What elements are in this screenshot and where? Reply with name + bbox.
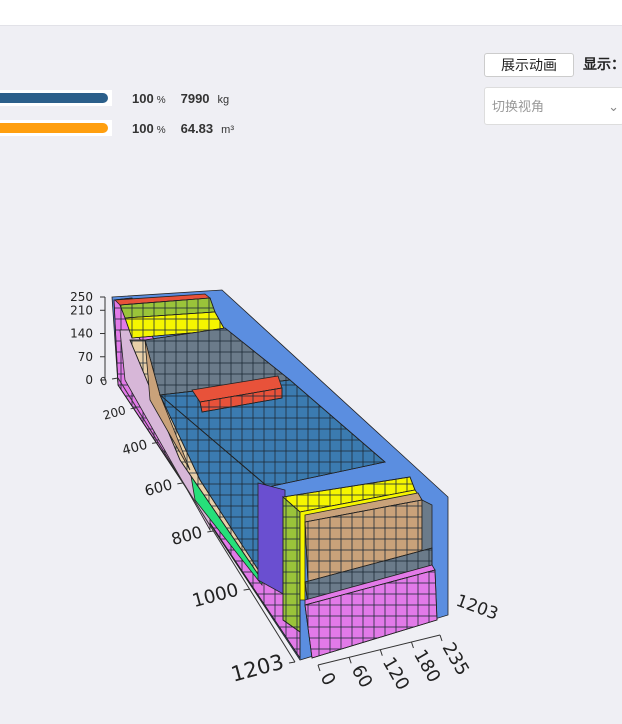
tick-label: 400 (121, 438, 149, 459)
far-length-label: 1203 (453, 591, 500, 625)
weight: 7990 (180, 91, 210, 106)
volume: 64.83 (180, 121, 214, 136)
progress-bar (0, 123, 108, 133)
stat-row: 100% 7990 kg (132, 91, 229, 106)
tick-mark (207, 530, 214, 533)
tick-mark (177, 482, 184, 485)
unit: % (156, 125, 166, 136)
unit: m³ (221, 124, 234, 136)
tick-label: 600 (143, 476, 174, 500)
progress-track (0, 120, 112, 136)
tick-mark (410, 641, 414, 649)
axis-line (117, 377, 296, 663)
tick-label: 1203 (228, 650, 286, 687)
top-bar (0, 0, 622, 26)
tick-mark (317, 664, 321, 672)
tick-label: 0 (85, 373, 93, 387)
tick-label: 70 (78, 350, 93, 364)
tick-label: 120 (378, 654, 413, 694)
chevron: ⌄ (608, 99, 619, 114)
tick-label: 250 (70, 290, 93, 304)
percent: 100 (132, 121, 154, 136)
container-boxes (111, 289, 449, 661)
tick-label: 200 (102, 403, 128, 422)
animate-button[interactable]: 展示动画 (484, 53, 574, 77)
tick-label: 210 (70, 303, 93, 317)
tick-mark (111, 377, 119, 380)
display-label: 显示： (583, 56, 622, 72)
tick-mark (288, 661, 296, 664)
select-placeholder: 切换视角 (492, 99, 545, 114)
tick-label: 0 (99, 374, 109, 388)
view-select[interactable]: 切换视角 ⌄ (484, 87, 622, 125)
unit: % (156, 95, 166, 106)
percent: 100 (132, 91, 154, 106)
stat-row: 100% 64.83 m³ (132, 121, 234, 136)
tick-mark (130, 407, 137, 410)
tick-mark (152, 441, 159, 444)
tick-label: 800 (169, 522, 204, 548)
tick-mark (439, 634, 443, 642)
tick-label: 0 (316, 669, 340, 689)
tick-label: 140 (70, 327, 93, 341)
tick-mark (243, 588, 250, 591)
tick-label: 1000 (190, 580, 241, 612)
progress-bar (0, 93, 108, 103)
axis-line (317, 634, 441, 666)
tick-label: 60 (347, 661, 377, 691)
tick-mark (348, 657, 352, 664)
tick-mark (379, 649, 383, 656)
unit: kg (217, 94, 230, 106)
progress-track (0, 90, 112, 106)
